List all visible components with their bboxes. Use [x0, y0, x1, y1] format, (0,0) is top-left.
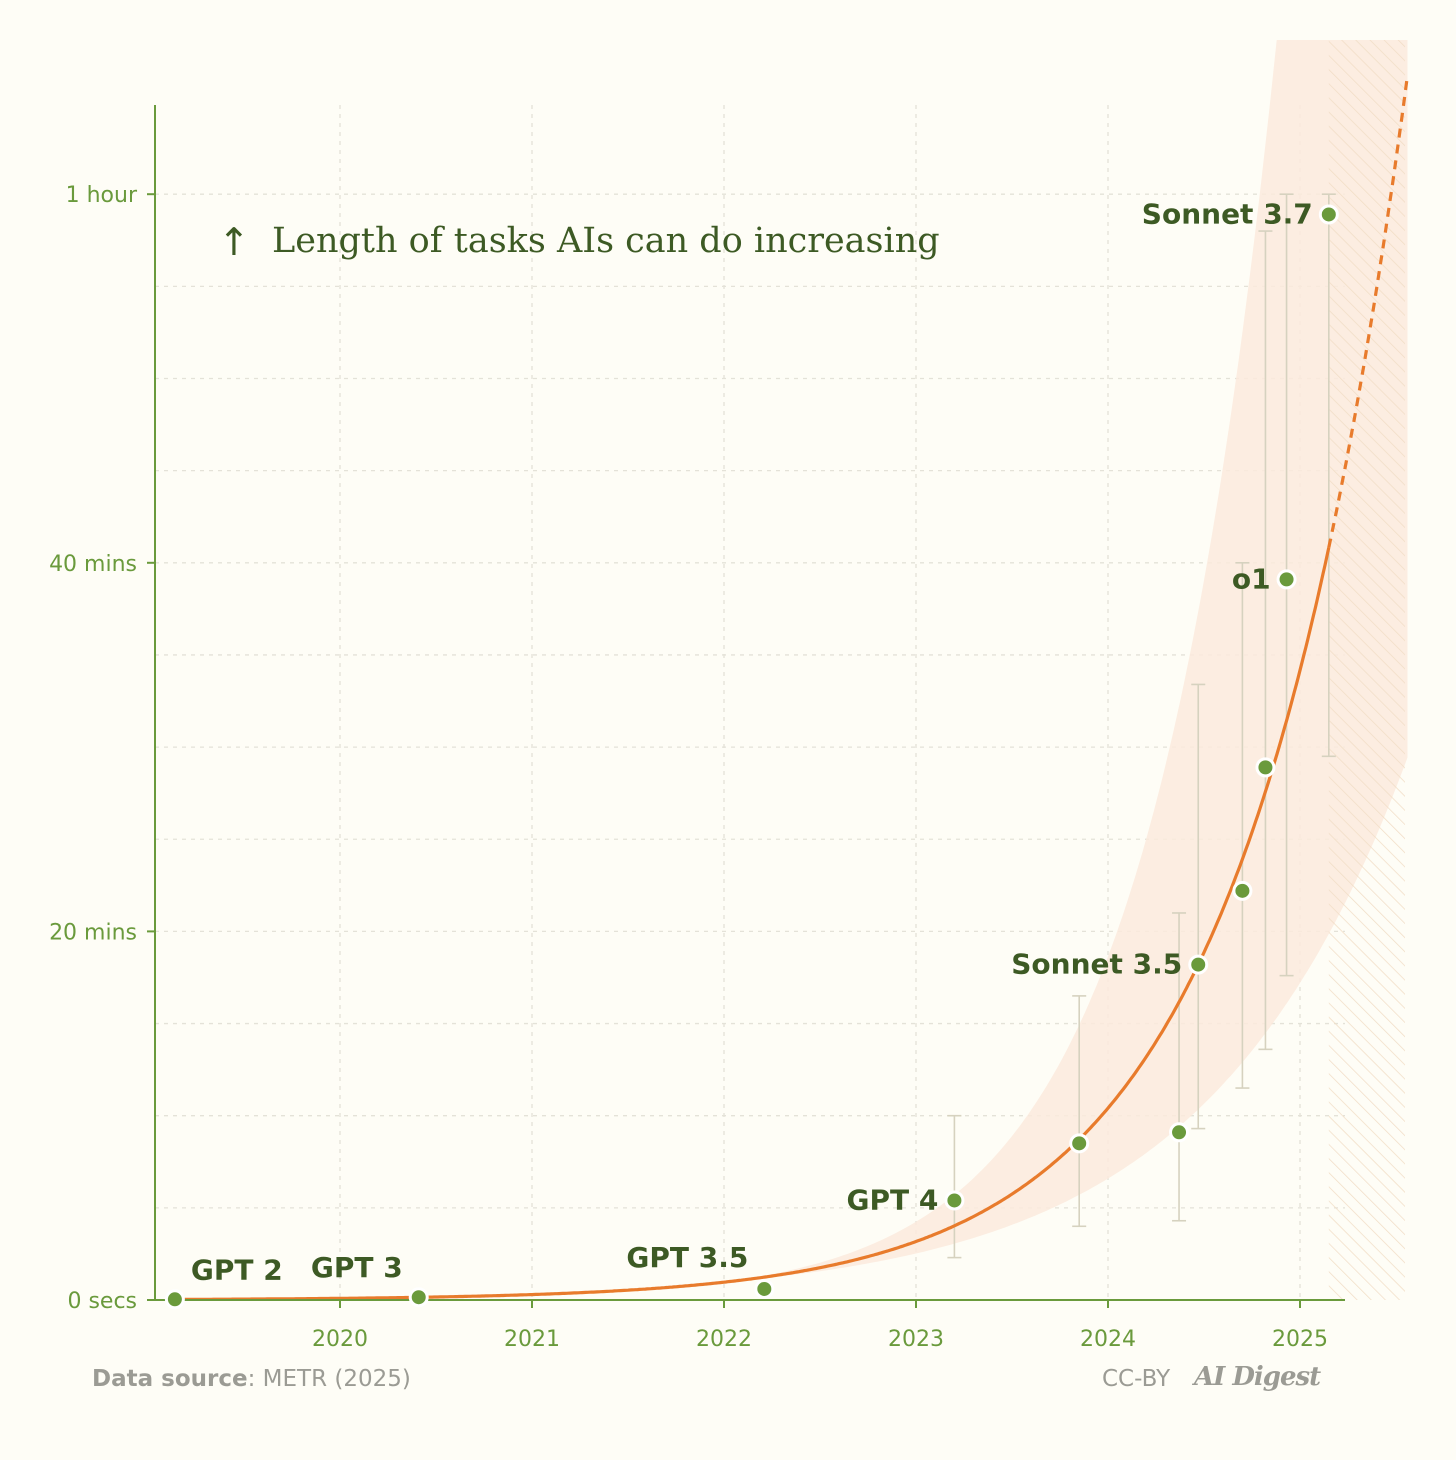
data-point[interactable]	[944, 1190, 965, 1211]
data-point[interactable]	[1232, 880, 1253, 901]
x-tick-label: 2020	[312, 1327, 368, 1352]
point-label: o1	[1232, 562, 1271, 595]
x-tick-label: 2025	[1272, 1327, 1328, 1352]
confidence-band-area	[167, 40, 1408, 1300]
point-label: GPT 3.5	[626, 1241, 748, 1274]
up-arrow-icon: ↑	[218, 220, 250, 264]
y-tick-label: 1 hour	[66, 183, 138, 208]
data-point[interactable]	[1188, 954, 1209, 975]
trend-line-solid	[174, 547, 1331, 1301]
x-tick-label: 2022	[696, 1327, 752, 1352]
point-label: GPT 4	[847, 1183, 939, 1216]
data-point[interactable]	[164, 1289, 185, 1310]
point-label: Sonnet 3.7	[1142, 197, 1313, 230]
data-point[interactable]	[1255, 757, 1276, 778]
data-point[interactable]	[408, 1287, 429, 1308]
data-source: Data source: METR (2025)	[92, 1366, 411, 1392]
gridlines	[155, 105, 1345, 1300]
projection-hatch	[1328, 40, 1405, 1300]
chart-title-group: ↑ Length of tasks AIs can do increasing	[218, 220, 940, 264]
error-bars	[947, 193, 1336, 1259]
data-source-text: : METR (2025)	[247, 1366, 411, 1392]
data-point[interactable]	[754, 1278, 775, 1299]
y-tick-label: 20 mins	[49, 920, 137, 945]
trend-line	[174, 74, 1410, 1301]
point-labels: GPT 2 GPT 3 GPT 3.5 GPT 4 Sonnet 3.5 o1 Sonnet…	[191, 197, 1313, 1286]
data-point[interactable]	[1169, 1122, 1190, 1143]
y-tick-label: 0 secs	[67, 1289, 137, 1314]
y-tick-label: 40 mins	[49, 552, 137, 577]
confidence-band	[167, 40, 1408, 1300]
point-label: GPT 2	[191, 1253, 283, 1286]
data-point[interactable]	[1069, 1133, 1090, 1154]
trend-line-projected	[1327, 74, 1410, 548]
license-label: CC-BY	[1102, 1366, 1171, 1392]
axes: 0 secs 20 mins 40 mins 1 hour 2020 2021 2022 20…	[49, 105, 1345, 1352]
x-tick-label: 2023	[888, 1327, 944, 1352]
data-source-label: Data source	[92, 1366, 248, 1392]
data-point[interactable]	[1276, 569, 1297, 590]
point-label: Sonnet 3.5	[1011, 948, 1182, 981]
brand-logo: AI Digest	[1194, 1362, 1321, 1392]
x-tick-label: 2024	[1080, 1327, 1136, 1352]
data-points	[164, 204, 1339, 1310]
point-label: GPT 3	[311, 1251, 403, 1284]
data-point[interactable]	[1318, 204, 1339, 225]
chart-title: Length of tasks AIs can do increasing	[272, 221, 940, 261]
x-tick-label: 2021	[504, 1327, 560, 1352]
